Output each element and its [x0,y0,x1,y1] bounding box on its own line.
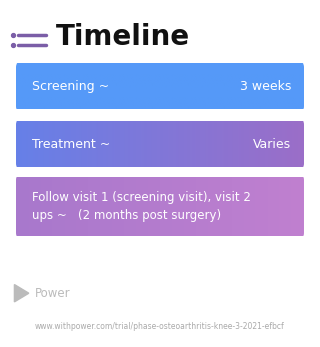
Text: Screening ~: Screening ~ [32,80,109,93]
Text: Power: Power [35,287,71,300]
Text: Varies: Varies [253,137,291,151]
Text: Treatment ~: Treatment ~ [32,137,110,151]
Polygon shape [14,285,29,302]
Text: 3 weeks: 3 weeks [240,80,291,93]
Text: www.withpower.com/trial/phase-osteoarthritis-knee-3-2021-efbcf: www.withpower.com/trial/phase-osteoarthr… [35,322,285,331]
Text: Timeline: Timeline [56,23,190,51]
Text: Follow visit 1 (screening visit), visit 2
ups ~   (2 months post surgery): Follow visit 1 (screening visit), visit … [32,191,251,222]
